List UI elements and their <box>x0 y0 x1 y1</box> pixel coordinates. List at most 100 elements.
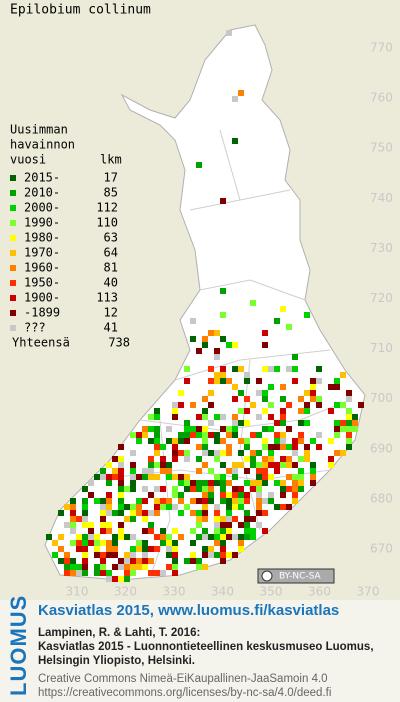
occurrence-square <box>202 504 208 510</box>
occurrence-square <box>184 420 190 426</box>
occurrence-square <box>280 486 286 492</box>
license-badge: BY-NC-SA <box>257 568 335 584</box>
footer: LUOMUS Kasviatlas 2015, www.luomus.fi/ka… <box>0 595 400 702</box>
occurrence-square <box>220 372 226 378</box>
occurrence-square <box>124 534 130 540</box>
occurrence-square <box>256 498 262 504</box>
occurrence-square <box>88 528 94 534</box>
occurrence-square <box>88 480 94 486</box>
occurrence-square <box>292 474 298 480</box>
occurrence-square <box>202 546 208 552</box>
occurrence-square <box>70 504 76 510</box>
occurrence-square <box>304 420 310 426</box>
occurrence-square <box>268 426 274 432</box>
occurrence-square <box>220 462 226 468</box>
occurrence-square <box>268 414 274 420</box>
occurrence-square <box>118 456 124 462</box>
occurrence-square <box>286 324 292 330</box>
occurrence-square <box>160 444 166 450</box>
occurrence-square <box>136 510 142 516</box>
occurrence-square <box>226 432 232 438</box>
occurrence-square <box>202 450 208 456</box>
occurrence-square <box>202 408 208 414</box>
occurrence-square <box>178 498 184 504</box>
occurrence-square <box>154 510 160 516</box>
occurrence-square <box>100 522 106 528</box>
occurrence-square <box>244 408 250 414</box>
occurrence-square <box>100 510 106 516</box>
occurrence-square <box>286 402 292 408</box>
occurrence-square <box>238 522 244 528</box>
occurrence-square <box>202 480 208 486</box>
occurrence-square <box>112 540 118 546</box>
occurrence-square <box>142 540 148 546</box>
occurrence-square <box>196 444 202 450</box>
occurrence-square <box>190 486 196 492</box>
occurrence-square <box>142 516 148 522</box>
occurrence-square <box>214 474 220 480</box>
occurrence-square <box>292 486 298 492</box>
occurrence-square <box>130 480 136 486</box>
occurrence-square <box>160 498 166 504</box>
occurrence-square <box>106 510 112 516</box>
occurrence-square <box>52 540 58 546</box>
occurrence-square <box>178 450 184 456</box>
occurrence-square <box>256 510 262 516</box>
legend-count: 63 <box>104 231 118 245</box>
occurrence-square <box>196 516 202 522</box>
occurrence-square <box>316 402 322 408</box>
occurrence-square <box>142 432 148 438</box>
occurrence-square <box>214 348 220 354</box>
occurrence-square <box>220 534 226 540</box>
occurrence-square <box>52 552 58 558</box>
occurrence-square <box>262 462 268 468</box>
occurrence-square <box>112 576 118 582</box>
occurrence-square <box>112 468 118 474</box>
occurrence-square <box>232 138 238 144</box>
occurrence-square <box>124 486 130 492</box>
occurrence-square <box>220 546 226 552</box>
occurrence-square <box>250 528 256 534</box>
occurrence-square <box>190 336 196 342</box>
occurrence-square <box>352 414 358 420</box>
occurrence-square <box>88 534 94 540</box>
occurrence-square <box>202 336 208 342</box>
occurrence-square <box>250 432 256 438</box>
legend-label: 2000- <box>24 201 60 215</box>
occurrence-square <box>346 396 352 402</box>
occurrence-square <box>172 414 178 420</box>
legend-label: 2010- <box>24 186 60 200</box>
occurrence-square <box>118 486 124 492</box>
occurrence-square <box>148 558 154 564</box>
occurrence-square <box>94 546 100 552</box>
occurrence-square <box>298 432 304 438</box>
occurrence-square <box>142 468 148 474</box>
occurrence-square <box>232 492 238 498</box>
occurrence-square <box>190 402 196 408</box>
occurrence-squares <box>46 30 364 582</box>
occurrence-square <box>202 486 208 492</box>
occurrence-square <box>130 468 136 474</box>
occurrence-square <box>286 462 292 468</box>
occurrence-square <box>184 558 190 564</box>
occurrence-square <box>268 462 274 468</box>
occurrence-square <box>88 540 94 546</box>
occurrence-square <box>214 414 220 420</box>
occurrence-square <box>232 426 238 432</box>
occurrence-square <box>100 564 106 570</box>
occurrence-square <box>184 366 190 372</box>
legend-count: 110 <box>96 216 118 230</box>
citation-line: Kasviatlas 2015 - Luonnontieteellinen ke… <box>38 641 374 653</box>
occurrence-square <box>112 546 118 552</box>
occurrence-square <box>262 390 268 396</box>
occurrence-square <box>346 390 352 396</box>
occurrence-square <box>142 528 148 534</box>
occurrence-square <box>160 456 166 462</box>
occurrence-square <box>256 462 262 468</box>
occurrence-square <box>70 516 76 522</box>
legend-count: 81 <box>104 261 118 275</box>
occurrence-square <box>334 378 340 384</box>
occurrence-square <box>220 336 226 342</box>
grid-north-label: 730 <box>370 241 393 255</box>
occurrence-square <box>76 516 82 522</box>
